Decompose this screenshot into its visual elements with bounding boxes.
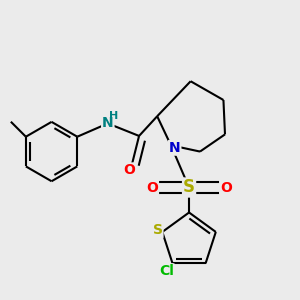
- Text: N: N: [169, 141, 181, 155]
- Text: N: N: [102, 116, 114, 130]
- Text: S: S: [183, 178, 195, 196]
- Text: O: O: [124, 163, 136, 177]
- Text: H: H: [109, 111, 118, 121]
- Text: O: O: [146, 181, 158, 194]
- Text: Cl: Cl: [159, 264, 174, 278]
- Text: S: S: [153, 224, 163, 237]
- Text: O: O: [220, 181, 232, 194]
